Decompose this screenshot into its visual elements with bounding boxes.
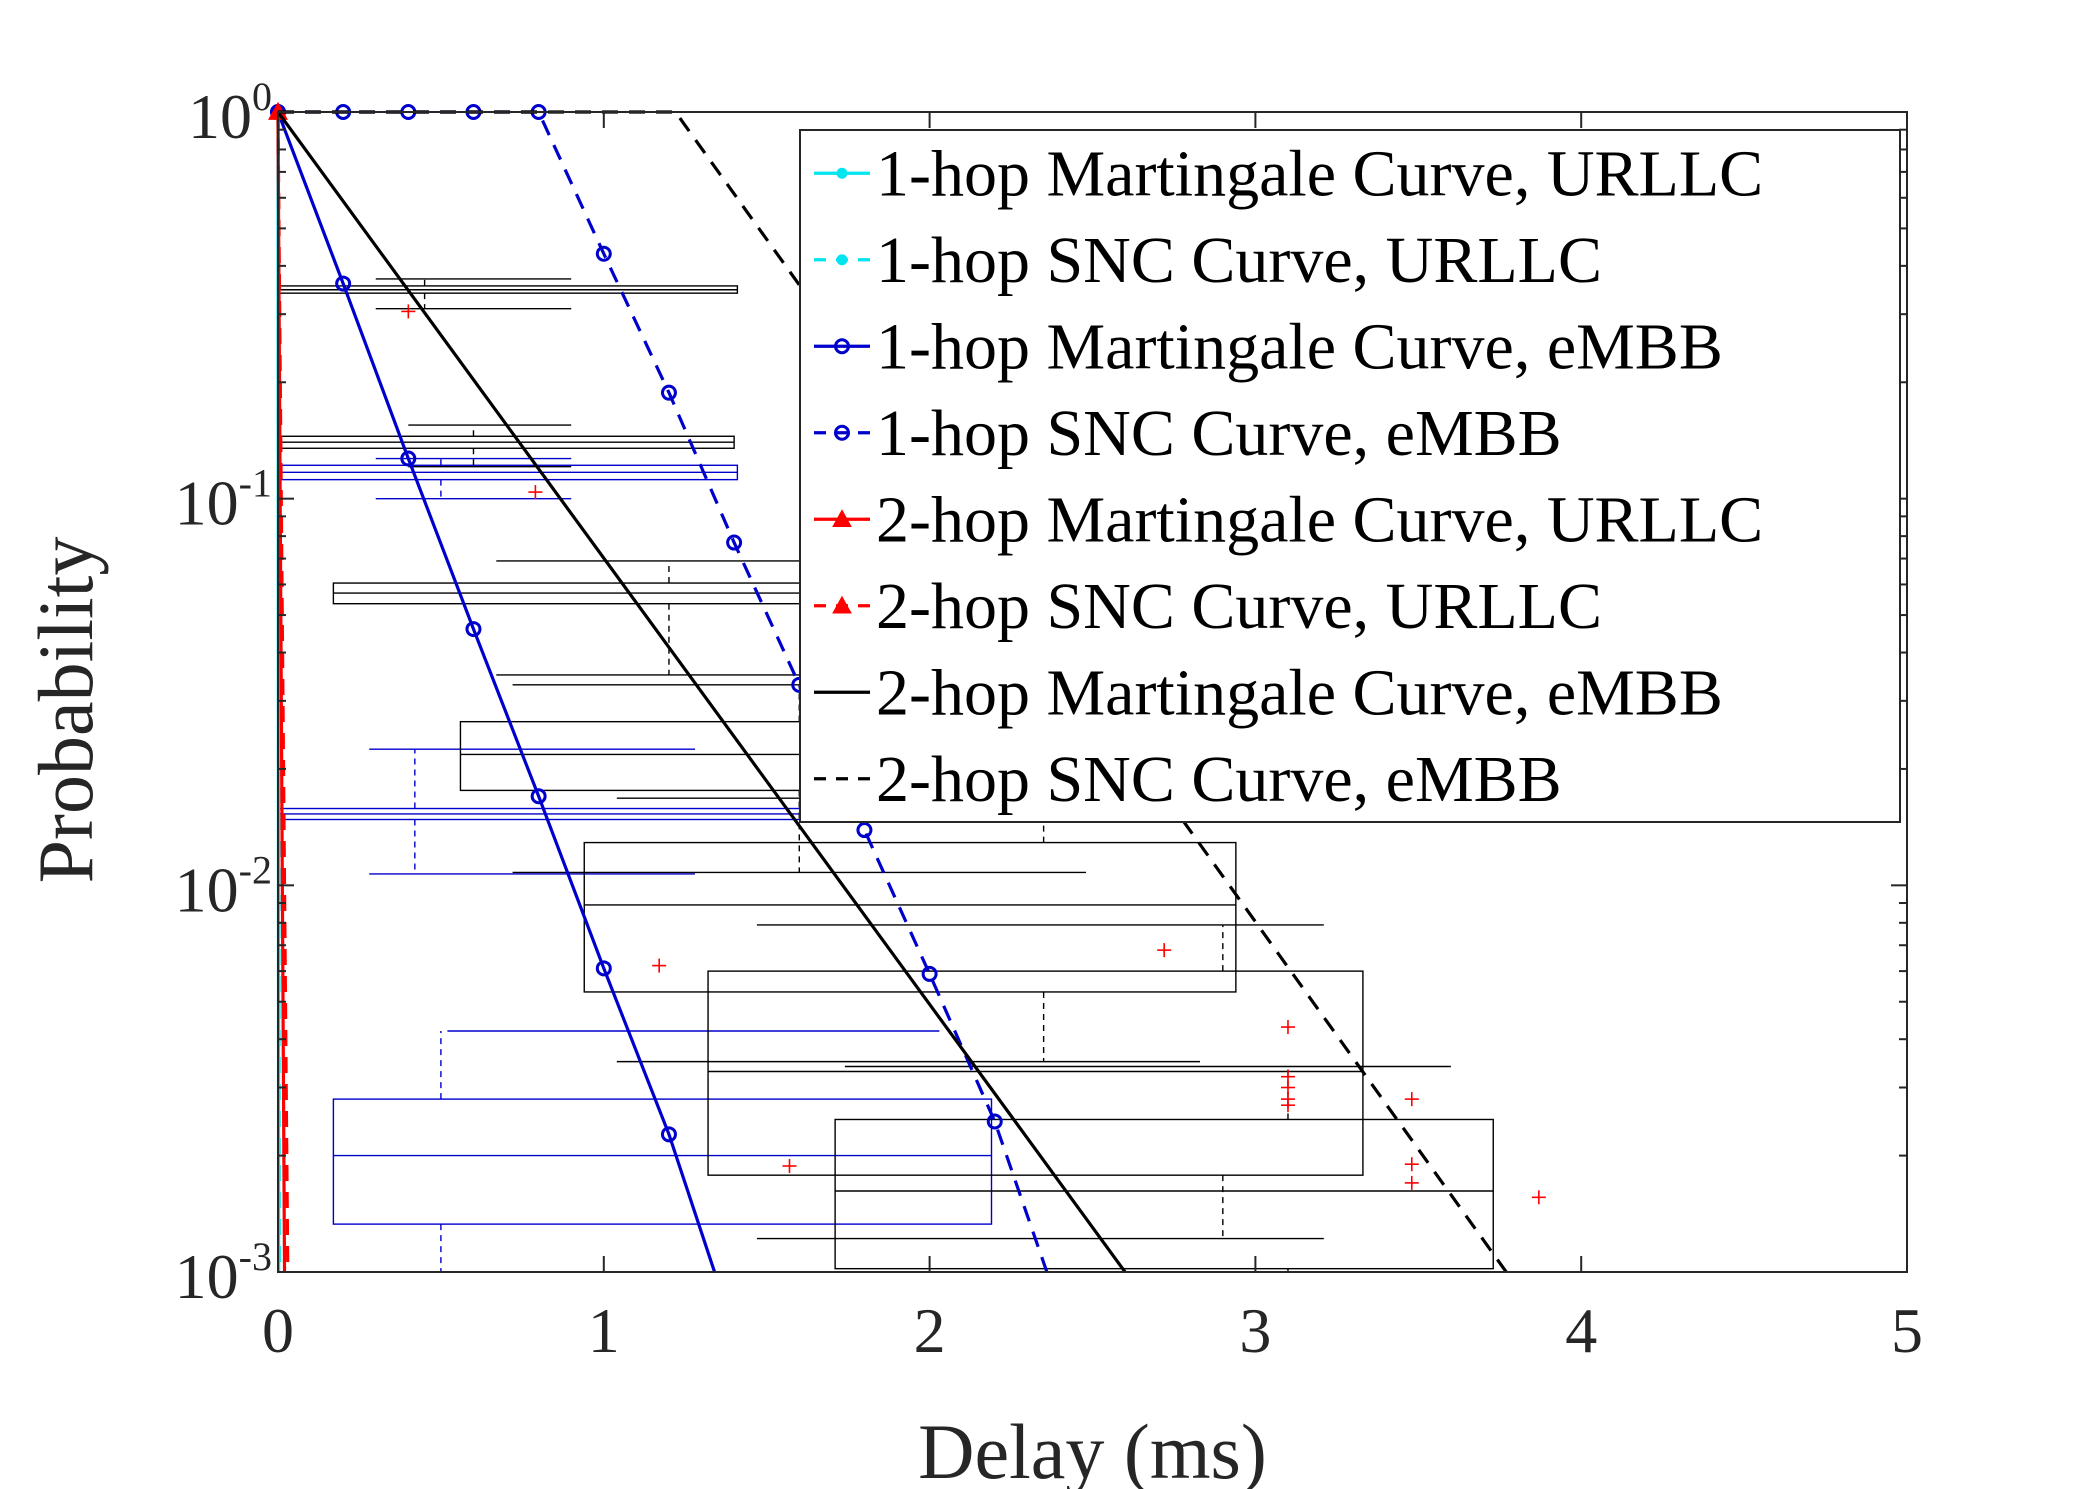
series-path — [276, 111, 717, 1273]
x-tick-label: 0 — [262, 1295, 294, 1366]
legend-marker — [836, 254, 848, 266]
series-path — [276, 111, 290, 1273]
legend-sample — [814, 424, 870, 441]
outlier-marker — [1280, 1098, 1295, 1113]
legend-sample — [814, 595, 870, 614]
boxplot — [277, 457, 739, 500]
series-line — [276, 111, 1127, 1273]
outlier-marker — [1531, 1190, 1546, 1205]
series-point — [465, 621, 482, 638]
x-tick-label: 4 — [1565, 1295, 1597, 1366]
series-point — [660, 384, 677, 401]
outlier-marker — [401, 304, 416, 319]
legend-marker — [832, 509, 852, 527]
y-tick-labels: 100 10-1 10-2 10-3 — [175, 74, 272, 1312]
legend-box — [799, 129, 1901, 823]
outlier-marker — [652, 958, 667, 973]
x-tick-label: 5 — [1891, 1295, 1923, 1366]
legend-entry-label: 2-hop SNC Curve, eMBB — [876, 743, 1562, 816]
boxplot — [332, 1030, 993, 1273]
legend-entry-label: 2-hop SNC Curve, URLLC — [876, 570, 1602, 643]
x-tick-labels: 0 1 2 3 4 5 — [262, 1295, 1923, 1366]
series-point — [986, 1113, 1003, 1130]
x-tick-label: 1 — [588, 1295, 620, 1366]
legend-sample — [814, 167, 870, 179]
series-point — [595, 245, 612, 262]
legend: 1-hop Martingale Curve, URLLC 1-hop SNC … — [799, 129, 1901, 823]
series-point — [335, 275, 352, 292]
series-point — [921, 965, 938, 982]
outlier-marker — [1404, 1092, 1419, 1107]
legend-marker — [834, 338, 850, 355]
outlier-marker — [1404, 1157, 1419, 1172]
legend-samples — [814, 167, 870, 781]
y-tick-label: 10-3 — [175, 1234, 272, 1312]
outlier-marker — [1280, 1020, 1295, 1035]
legend-sample — [814, 338, 870, 355]
outlier-marker — [1157, 943, 1172, 958]
x-tick-label: 2 — [914, 1295, 946, 1366]
series-point — [856, 822, 873, 839]
series-path — [276, 111, 1127, 1273]
series-point — [726, 534, 743, 551]
x-axis-label: Delay (ms) — [918, 1408, 1267, 1489]
legend-sample — [814, 254, 870, 266]
outlier-marker — [528, 485, 543, 500]
y-tick-label: 10-1 — [175, 461, 272, 539]
outlier-marker — [782, 1158, 797, 1173]
legend-entry-label: 2-hop Martingale Curve, URLLC — [876, 483, 1763, 556]
legend-marker — [836, 167, 848, 179]
series-point — [595, 960, 612, 977]
series-point — [530, 788, 547, 805]
outlier-marker — [1404, 1175, 1419, 1190]
boxplot-box — [834, 1118, 1494, 1270]
x-tick-label: 3 — [1239, 1295, 1271, 1366]
series-point — [660, 1126, 677, 1143]
legend-entry-label: 2-hop Martingale Curve, eMBB — [876, 656, 1723, 729]
y-tick-label: 100 — [188, 74, 272, 152]
series-path — [278, 110, 1049, 1273]
legend-marker — [834, 424, 850, 441]
legend-entry-label: 1-hop SNC Curve, URLLC — [876, 224, 1602, 297]
legend-entry-label: 1-hop SNC Curve, eMBB — [876, 397, 1562, 470]
y-tick-label: 10-2 — [175, 847, 272, 925]
legend-marker — [832, 595, 852, 614]
legend-entry-label: 1-hop Martingale Curve, URLLC — [876, 137, 1763, 210]
series-point — [400, 450, 417, 467]
y-axis-label: Probability — [22, 537, 109, 884]
legend-entry-label: 1-hop Martingale Curve, eMBB — [876, 310, 1723, 383]
boxplot-box — [332, 1098, 993, 1225]
legend-sample — [814, 509, 870, 527]
axes-frame — [277, 111, 1908, 1273]
series-line — [270, 104, 717, 1273]
